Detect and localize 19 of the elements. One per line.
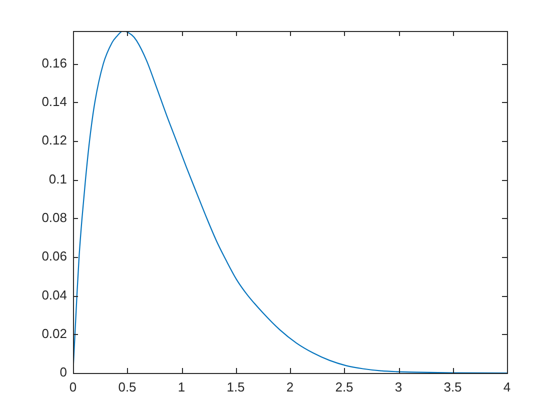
x-tick-label: 0.5 <box>118 379 136 394</box>
y-tick-label: 0.16 <box>42 55 67 70</box>
x-tick-label: 1.5 <box>226 379 245 394</box>
y-tick-label: 0.12 <box>42 132 67 148</box>
y-tick-label: 0.14 <box>42 94 67 110</box>
y-tick-label: 0.04 <box>42 287 67 302</box>
x-tick-label: 2 <box>286 379 294 394</box>
x-tick-label: 4 <box>503 379 511 394</box>
x-tick-label: 0 <box>69 379 77 394</box>
y-tick-label: 0.08 <box>42 210 67 225</box>
y-tick-label: 0.06 <box>42 248 67 264</box>
x-tick-label: 3.5 <box>444 379 462 394</box>
x-tick-label: 2.5 <box>335 379 354 394</box>
x-tick-label: 1 <box>178 379 186 394</box>
y-tick-label: 0.02 <box>42 326 67 341</box>
line-series <box>73 31 507 373</box>
y-tick-label: 0.1 <box>48 171 67 186</box>
x-tick-label: 3 <box>394 379 402 394</box>
y-tick-label: 0 <box>60 364 67 380</box>
